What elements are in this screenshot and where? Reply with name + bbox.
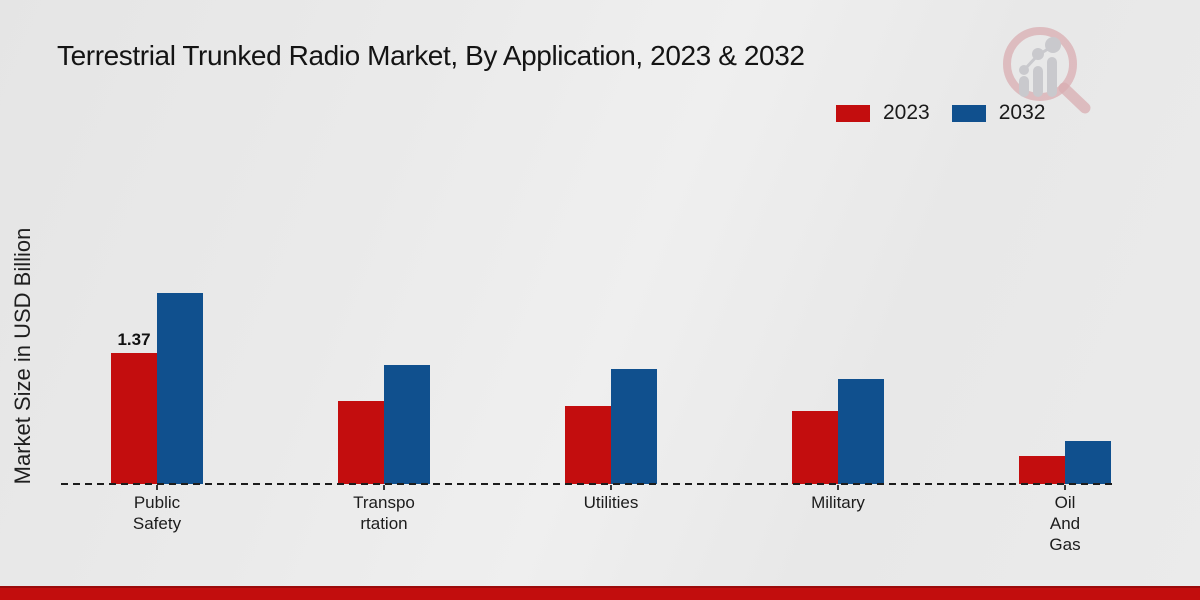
x-axis-tick: [1064, 485, 1066, 490]
legend-label-2023: 2023: [883, 101, 930, 124]
chart-title: Terrestrial Trunked Radio Market, By App…: [57, 40, 805, 71]
bar-2023-military: [792, 411, 838, 484]
legend-swatch-2023: [836, 104, 870, 122]
bar-2032-oil-and-gas: [1065, 441, 1111, 484]
legend-item-2023: 2023: [836, 101, 930, 125]
value-label: 1.37: [117, 330, 151, 349]
bar-2023-public-safety: [111, 353, 157, 484]
x-axis-tick: [610, 485, 612, 490]
bar-2032-utilities: [611, 369, 657, 484]
bar-2032-military: [838, 379, 884, 484]
x-axis-baseline: [61, 483, 1117, 485]
bar-2023-oil-and-gas: [1019, 456, 1065, 484]
category-label-transportation: Transpo rtation: [353, 493, 415, 533]
legend: 2023 2032: [836, 101, 1045, 125]
bar-2032-public-safety: [157, 293, 203, 484]
category-label-utilities: Utilities: [583, 493, 639, 512]
x-axis-tick: [837, 485, 839, 490]
legend-label-2032: 2032: [998, 101, 1046, 124]
bottom-accent-bar: [0, 586, 1200, 600]
x-axis-tick: [156, 485, 158, 490]
market-research-logo-icon: [1003, 27, 1091, 114]
category-label-oil-and-gas: Oil And Gas: [1049, 493, 1081, 554]
category-label-public-safety: Public Safety: [132, 493, 182, 533]
category-label-military: Military: [811, 493, 865, 512]
bar-2023-utilities: [565, 406, 611, 484]
x-axis-tick: [383, 485, 385, 490]
bar-2023-transportation: [338, 401, 384, 484]
legend-swatch-2032: [951, 104, 986, 122]
legend-item-2032: 2032: [951, 101, 1046, 125]
bar-2032-transportation: [384, 365, 430, 484]
